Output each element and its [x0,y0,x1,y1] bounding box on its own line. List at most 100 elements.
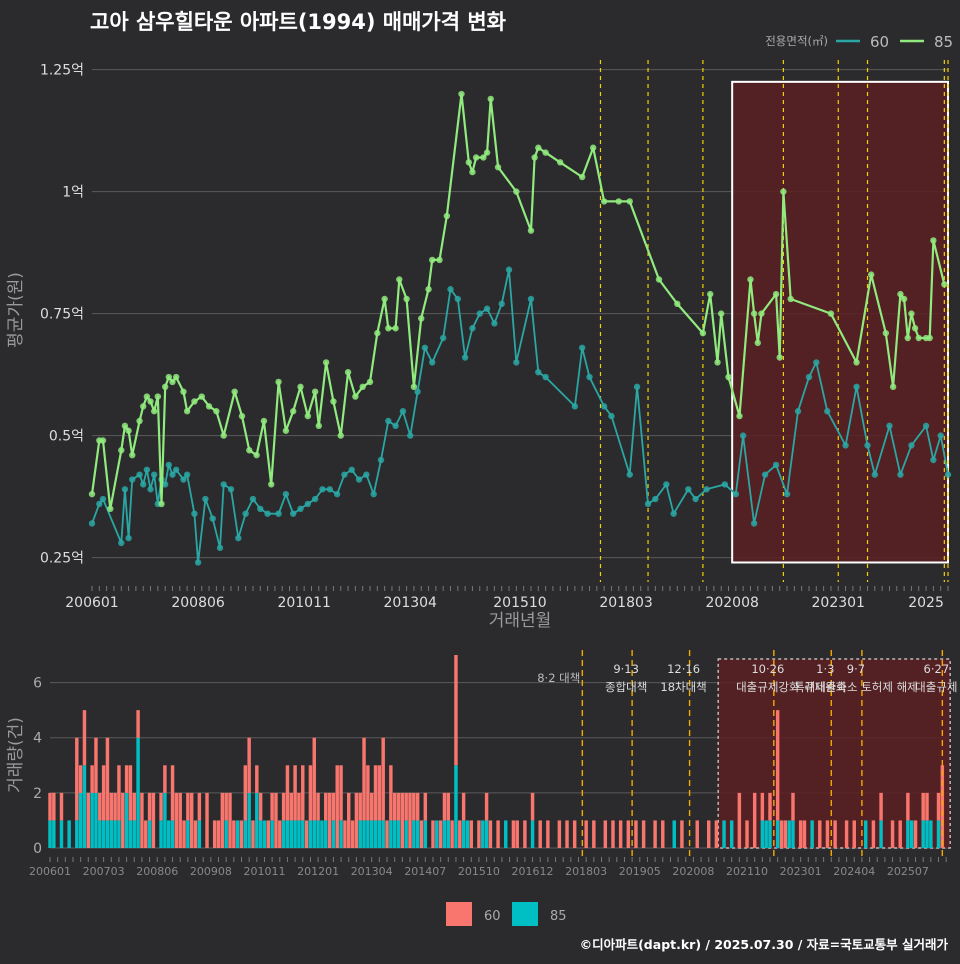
bar-60 [247,737,251,793]
data-point-60 [447,286,454,293]
bar-60 [661,820,665,848]
bar-85 [377,820,382,848]
bar-85 [864,820,868,848]
bar-60 [412,792,416,821]
bar-85 [415,820,420,848]
bar-85 [235,820,240,848]
bar-60 [802,820,807,848]
bar-60 [530,792,535,821]
data-point-60 [297,505,304,513]
data-point-85 [418,315,425,322]
data-point-85 [787,295,794,303]
bar-60 [458,820,462,848]
bar-60 [75,737,79,821]
data-point-60 [626,471,633,478]
data-point-85 [469,168,476,176]
bar-85 [289,820,293,848]
data-point-60 [794,408,802,415]
data-point-85 [531,154,538,161]
bar-85 [270,820,274,848]
highlight-period [731,80,950,564]
bar-85 [369,820,374,848]
bar-85 [909,820,914,848]
data-point-60 [407,432,414,439]
data-point-85 [911,325,919,332]
bar-60 [228,792,232,848]
bar-60 [327,792,332,848]
data-point-85 [717,310,725,317]
data-point-60 [871,471,879,478]
bar-60 [251,820,255,848]
volume-x-tick-label: 202008 [672,865,714,878]
volume-y-axis-title: 거래량(건) [6,717,26,793]
x-tick-label: 201510 [493,595,546,611]
x-axis-title: 거래년월 [489,611,552,631]
data-point-85 [527,227,535,234]
data-point-60 [750,520,758,527]
data-point-60 [454,295,462,303]
volume-highlight-period [717,658,951,849]
data-point-60 [121,486,129,493]
data-point-60 [377,456,385,464]
data-point-85 [385,325,392,332]
bar-60 [921,792,925,821]
data-point-60 [772,461,780,469]
data-point-60 [721,481,729,488]
bar-85 [339,820,343,848]
bar-60 [442,792,447,821]
data-point-60 [944,471,952,478]
bar-60 [224,792,228,821]
data-point-85 [205,403,213,410]
bar-60 [798,820,803,848]
data-point-60 [505,266,513,273]
bar-85 [132,820,136,848]
volume-x-tick-label: 202110 [726,865,768,878]
bar-85 [412,820,416,848]
bar-60 [312,737,316,821]
bar-60 [274,792,278,848]
data-point-60 [161,481,169,488]
data-point-85 [315,422,323,430]
data-point-60 [125,534,132,542]
bar-60 [879,792,883,821]
data-point-85 [699,329,707,337]
data-point-85 [121,422,129,430]
bar-60 [117,765,121,821]
x-tick-label: 202008 [705,595,758,611]
data-point-85 [758,310,765,317]
data-point-60 [670,510,677,517]
policy-label: 9·13 [613,662,639,676]
data-point-60 [220,481,227,488]
data-point-85 [754,339,761,347]
bar-60 [82,710,87,766]
bar-85 [197,820,202,848]
data-point-85 [231,388,238,395]
bar-60 [278,820,282,848]
bar-60 [304,820,309,848]
data-point-85 [238,412,246,420]
bar-85 [925,820,929,848]
data-point-60 [341,471,348,478]
bar-60 [653,820,657,848]
bar-60 [913,820,918,848]
bar-60 [572,820,577,848]
bar-60 [121,792,125,848]
bar-60 [339,765,343,821]
bar-60 [450,820,454,848]
data-point-60 [513,359,520,366]
bar-60 [86,792,91,848]
data-point-60 [319,486,326,493]
volume-chart: 0 2 4 6 8·2 대책 9·13 종합대책 12·16 18차대책 10·26 대출규제강화 1… [29,650,958,926]
volume-x-tick-label: 201905 [619,865,661,878]
bar-60 [350,820,355,848]
data-point-85 [107,505,114,513]
data-point-85 [246,447,253,454]
bar-85 [936,820,941,848]
bar-60 [377,765,382,821]
bar-85 [82,765,87,848]
bar-60 [369,792,374,821]
data-point-60 [608,412,615,420]
bar-60 [408,792,412,848]
data-point-60 [385,417,392,425]
